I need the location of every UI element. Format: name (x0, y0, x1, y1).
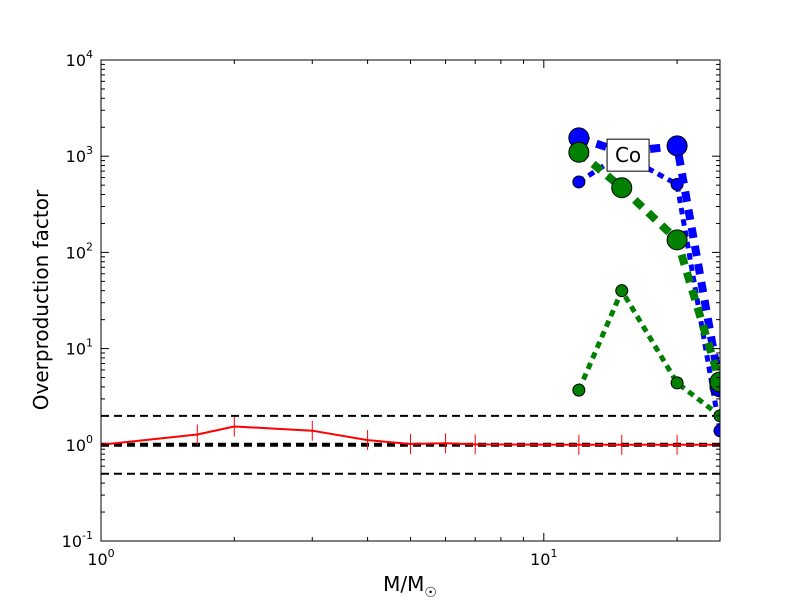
annotation-box (606, 138, 650, 172)
series-line-0 (101, 425, 720, 446)
data-point (611, 177, 633, 199)
series-line-4 (576, 149, 720, 384)
data-point (568, 141, 590, 163)
y-tick-label: 100 (66, 433, 93, 455)
series-line-2 (577, 134, 720, 388)
y-axis-label: Overproduction factor (29, 189, 53, 410)
data-point (666, 229, 688, 251)
x-tick-label: 100 (87, 547, 114, 569)
x-axis-label: M/M☉ (383, 572, 437, 600)
data-point (615, 284, 629, 298)
annotation-label: Co (615, 143, 641, 167)
data-point (572, 175, 586, 189)
x-tick-label: 101 (530, 547, 557, 569)
data-point (713, 424, 720, 438)
y-tick-label: 104 (66, 48, 93, 70)
data-point (666, 135, 688, 157)
annotation-group: Co (606, 138, 650, 172)
y-tick-label: 103 (66, 144, 93, 166)
y-tick-label: 101 (66, 337, 93, 359)
series-line-3 (576, 288, 720, 418)
data-point (572, 383, 586, 397)
data-point (670, 376, 684, 390)
y-tick-label: 10-1 (62, 529, 93, 551)
y-tick-label: 102 (66, 240, 93, 262)
